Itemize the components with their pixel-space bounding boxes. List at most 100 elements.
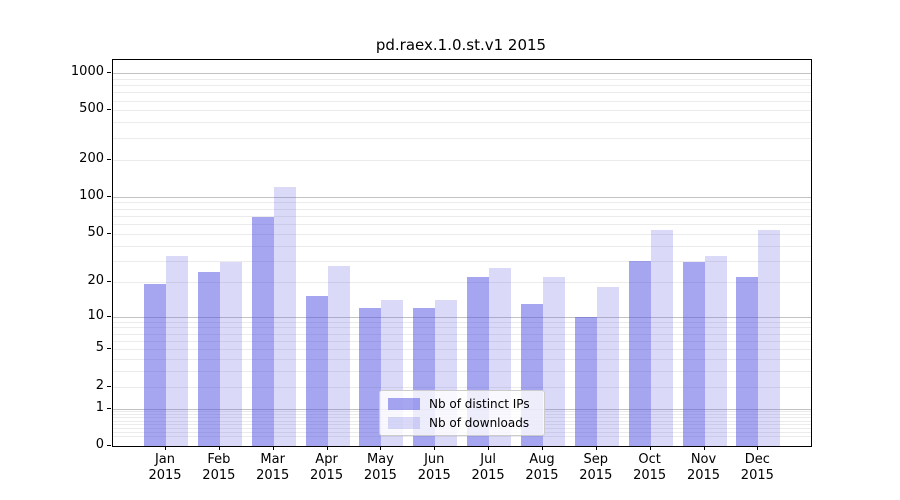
minor-gridline xyxy=(113,215,811,217)
y-axis-tick-label: 0 xyxy=(95,437,104,452)
bar-distinct-ips xyxy=(305,296,328,446)
minor-gridline xyxy=(113,333,811,335)
y-axis-tick xyxy=(107,158,111,160)
y-axis-tick xyxy=(107,445,111,446)
legend-swatch-distinct-ips xyxy=(388,397,420,410)
bar-downloads xyxy=(596,287,619,446)
bar-distinct-ips xyxy=(736,276,759,446)
y-axis-tick-label: 100 xyxy=(79,187,104,203)
x-tick-month: Feb xyxy=(207,452,231,467)
legend-entry-distinct-ips: Nb of distinct IPs xyxy=(380,397,544,411)
x-tick-month: Nov xyxy=(690,452,717,467)
minor-gridline xyxy=(113,281,811,283)
x-tick-month: Jan xyxy=(154,452,176,467)
bar-distinct-ips xyxy=(144,284,166,446)
x-tick-year: 2015 xyxy=(471,468,505,483)
bar-distinct-ips xyxy=(359,307,382,446)
bar-distinct-ips xyxy=(682,262,705,446)
x-axis-tick xyxy=(595,446,597,450)
minor-gridline xyxy=(113,233,811,235)
bar-downloads xyxy=(542,276,565,446)
x-tick-month: Aug xyxy=(529,452,555,467)
y-axis-tick xyxy=(107,348,111,350)
minor-gridline xyxy=(113,349,811,351)
x-axis-tick-label: Sep 2015 xyxy=(564,452,628,484)
bar-distinct-ips xyxy=(628,260,651,446)
y-axis-tick-label: 500 xyxy=(79,101,104,117)
x-axis-tick xyxy=(757,446,759,450)
minor-gridline xyxy=(113,260,811,262)
y-axis-tick-label: 2 xyxy=(95,377,104,393)
x-tick-year: 2015 xyxy=(148,468,182,483)
bar-downloads xyxy=(327,266,350,446)
x-tick-year: 2015 xyxy=(686,468,721,483)
x-axis-tick-label: Aug 2015 xyxy=(510,452,574,484)
minor-gridline xyxy=(113,110,811,112)
y-axis-tick xyxy=(107,109,111,111)
x-axis-tick xyxy=(218,446,220,450)
y-axis-tick xyxy=(107,232,111,234)
x-axis-tick-label: Apr 2015 xyxy=(295,452,359,484)
x-axis-tick xyxy=(541,446,543,450)
x-axis-tick-label: May 2015 xyxy=(348,452,412,484)
minor-gridline xyxy=(113,321,811,323)
minor-gridline xyxy=(113,371,811,373)
minor-gridline xyxy=(113,122,811,124)
legend: Nb of distinct IPs Nb of downloads xyxy=(379,390,545,436)
y-axis-tick xyxy=(107,280,111,282)
y-axis-tick-label: 20 xyxy=(87,272,104,288)
x-tick-month: Jun xyxy=(424,452,445,467)
x-tick-year: 2015 xyxy=(525,468,559,483)
y-axis-tick xyxy=(107,72,111,74)
major-gridline xyxy=(113,316,811,318)
minor-gridline xyxy=(113,92,811,94)
bar-downloads xyxy=(650,229,673,446)
y-axis-tick-label: 200 xyxy=(79,150,104,166)
x-tick-year: 2015 xyxy=(740,468,774,483)
y-axis-tick-label: 5 xyxy=(95,340,104,356)
x-tick-month: May xyxy=(366,452,394,467)
minor-gridline xyxy=(113,202,811,204)
x-tick-year: 2015 xyxy=(202,468,236,483)
x-tick-month: Mar xyxy=(260,452,285,467)
x-axis-tick-label: Nov 2015 xyxy=(672,452,736,484)
minor-gridline xyxy=(113,224,811,226)
minor-gridline xyxy=(113,436,811,438)
x-axis-tick-label: Jun 2015 xyxy=(402,452,466,484)
x-axis-tick-label: Dec 2015 xyxy=(725,452,789,484)
x-axis-tick xyxy=(649,446,651,450)
x-tick-month: Sep xyxy=(583,452,609,467)
x-tick-month: Apr xyxy=(315,452,338,467)
y-axis-tick-label: 10 xyxy=(87,307,104,323)
x-axis-tick xyxy=(703,446,705,450)
x-axis-tick xyxy=(272,446,274,450)
x-tick-month: Jul xyxy=(480,452,496,467)
x-axis-tick xyxy=(434,446,436,450)
legend-label-distinct-ips: Nb of distinct IPs xyxy=(429,396,530,411)
minor-gridline xyxy=(113,85,811,87)
minor-gridline xyxy=(113,327,811,329)
legend-label-downloads: Nb of downloads xyxy=(429,415,530,430)
x-tick-month: Oct xyxy=(638,452,661,467)
minor-gridline xyxy=(113,137,811,139)
x-tick-year: 2015 xyxy=(363,468,397,483)
bar-distinct-ips xyxy=(574,316,597,446)
major-gridline xyxy=(113,73,811,75)
chart-title: pd.raex.1.0.st.v1 2015 xyxy=(375,36,547,54)
x-axis-tick-label: Feb 2015 xyxy=(187,452,251,484)
bar-downloads xyxy=(166,255,188,446)
minor-gridline xyxy=(113,386,811,388)
y-axis-tick xyxy=(107,385,111,387)
x-axis-tick xyxy=(326,446,328,450)
x-tick-year: 2015 xyxy=(256,468,290,483)
x-axis-tick-label: Mar 2015 xyxy=(241,452,305,484)
y-axis-tick xyxy=(107,195,111,197)
x-tick-month: Dec xyxy=(744,452,770,467)
minor-gridline xyxy=(113,78,811,80)
x-axis-tick xyxy=(380,446,382,450)
y-axis-tick-label: 1000 xyxy=(70,64,104,80)
bar-downloads xyxy=(273,187,296,446)
minor-gridline xyxy=(113,159,811,161)
minor-gridline xyxy=(113,245,811,247)
minor-gridline xyxy=(113,340,811,342)
